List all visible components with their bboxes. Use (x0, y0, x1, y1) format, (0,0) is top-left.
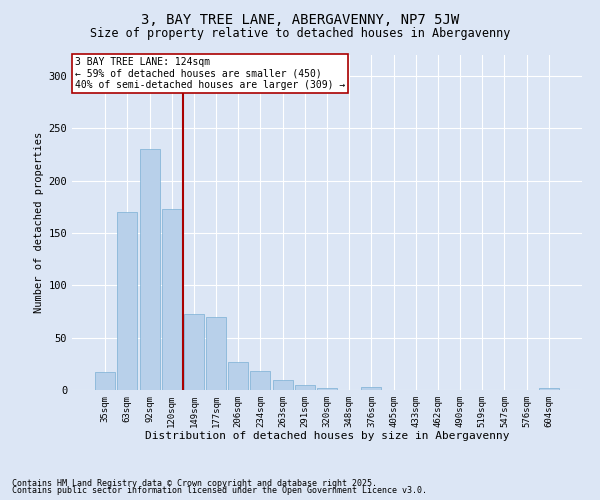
Bar (162, 209, 182, 390)
Bar (206, 316, 226, 390)
Bar (95, 372, 115, 390)
X-axis label: Distribution of detached houses by size in Abergavenny: Distribution of detached houses by size … (145, 432, 509, 442)
Bar (184, 314, 204, 390)
Bar (250, 371, 271, 390)
Text: 3 BAY TREE LANE: 124sqm
← 59% of detached houses are smaller (450)
40% of semi-d: 3 BAY TREE LANE: 124sqm ← 59% of detache… (74, 56, 345, 90)
Text: Contains HM Land Registry data © Crown copyright and database right 2025.: Contains HM Land Registry data © Crown c… (12, 478, 377, 488)
Text: Contains public sector information licensed under the Open Government Licence v3: Contains public sector information licen… (12, 486, 427, 495)
Bar (228, 362, 248, 390)
Bar (539, 388, 559, 390)
Text: Size of property relative to detached houses in Abergavenny: Size of property relative to detached ho… (90, 28, 510, 40)
Bar (361, 387, 382, 390)
Bar (295, 385, 315, 390)
Y-axis label: Number of detached properties: Number of detached properties (34, 132, 44, 313)
Text: 3, BAY TREE LANE, ABERGAVENNY, NP7 5JW: 3, BAY TREE LANE, ABERGAVENNY, NP7 5JW (141, 12, 459, 26)
Bar (317, 388, 337, 390)
Bar (272, 380, 293, 390)
Bar (140, 149, 160, 390)
Bar (118, 212, 137, 390)
